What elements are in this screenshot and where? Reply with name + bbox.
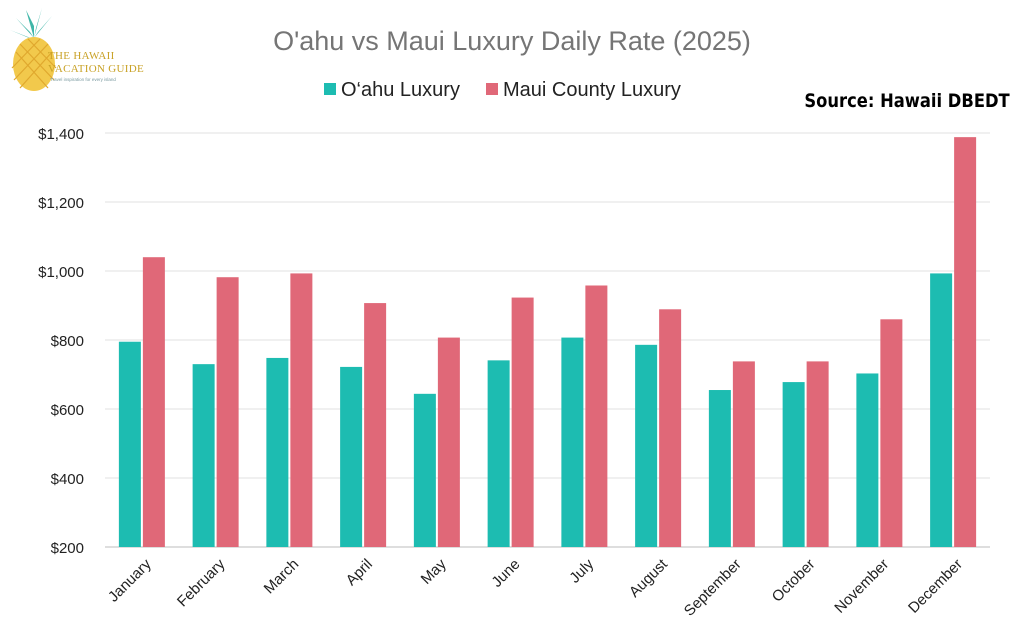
x-tick-label: July (566, 555, 597, 586)
chart-title: O'ahu vs Maui Luxury Daily Rate (2025) (273, 26, 751, 56)
bar-oahu-november (856, 373, 879, 547)
x-tick-label: August (626, 555, 672, 601)
y-tick-label: $400 (51, 471, 84, 488)
bar-oahu-february (192, 364, 215, 547)
bar-maui-september (732, 361, 755, 547)
y-tick-label: $1,000 (38, 264, 84, 281)
bar-oahu-june (487, 360, 510, 547)
legend-label-oahu: O‘ahu Luxury (341, 79, 460, 101)
logo-line-1: THE HAWAII (48, 50, 115, 62)
y-tick-label: $200 (51, 540, 84, 557)
bar-oahu-october (782, 382, 805, 547)
x-tick-label: April (343, 556, 376, 589)
bar-maui-may (437, 337, 460, 547)
bar-oahu-march (266, 357, 289, 547)
bar-maui-june (511, 297, 534, 547)
bar-maui-december (954, 137, 977, 547)
x-tick-label: October (769, 556, 819, 606)
x-tick-label: January (105, 555, 155, 605)
bar-maui-august (659, 309, 682, 547)
bar-oahu-april (340, 366, 363, 547)
bar-maui-march (290, 273, 313, 547)
bar-oahu-december (930, 273, 953, 547)
logo-line-2: VACATION GUIDE (48, 63, 144, 75)
x-tick-label: May (418, 555, 450, 587)
y-tick-label: $1,200 (38, 195, 84, 212)
x-tick-label: September (681, 556, 745, 620)
bar-maui-february (216, 277, 239, 547)
x-axis: January February March April May June July Augu… (105, 555, 966, 619)
x-tick-label: June (488, 556, 523, 591)
bar-oahu-may (413, 393, 436, 547)
x-tick-label: November (831, 556, 892, 617)
y-tick-label: $600 (51, 402, 84, 419)
bar-maui-july (585, 285, 608, 547)
y-tick-label: $800 (51, 333, 84, 350)
bar-maui-april (364, 303, 387, 547)
bar-oahu-july (561, 337, 584, 547)
legend-swatch-oahu (324, 83, 336, 95)
grid-lines (105, 132, 990, 548)
x-tick-label: March (261, 556, 302, 597)
y-axis: $200 $400 $600 $800 $1,000 $1,200 $1,400 (38, 126, 84, 557)
legend: O‘ahu Luxury Maui County Luxury (324, 79, 681, 101)
bars (118, 137, 977, 547)
legend-swatch-maui (486, 83, 498, 95)
site-logo: THE HAWAII VACATION GUIDE Travel inspira… (4, 4, 144, 96)
y-tick-label: $1,400 (38, 126, 84, 143)
bar-maui-january (142, 257, 165, 547)
logo-tagline: Travel inspiration for every island (50, 77, 116, 82)
source-note: Source: Hawaii DBEDT (804, 90, 1010, 112)
bar-oahu-january (118, 341, 141, 547)
x-tick-label: December (905, 556, 966, 617)
pineapple-icon (10, 8, 58, 91)
legend-label-maui: Maui County Luxury (503, 79, 681, 101)
bar-oahu-september (708, 390, 731, 547)
bar-maui-november (880, 319, 903, 547)
bar-maui-october (806, 361, 829, 547)
bar-oahu-august (635, 344, 658, 547)
x-tick-label: February (174, 555, 229, 610)
